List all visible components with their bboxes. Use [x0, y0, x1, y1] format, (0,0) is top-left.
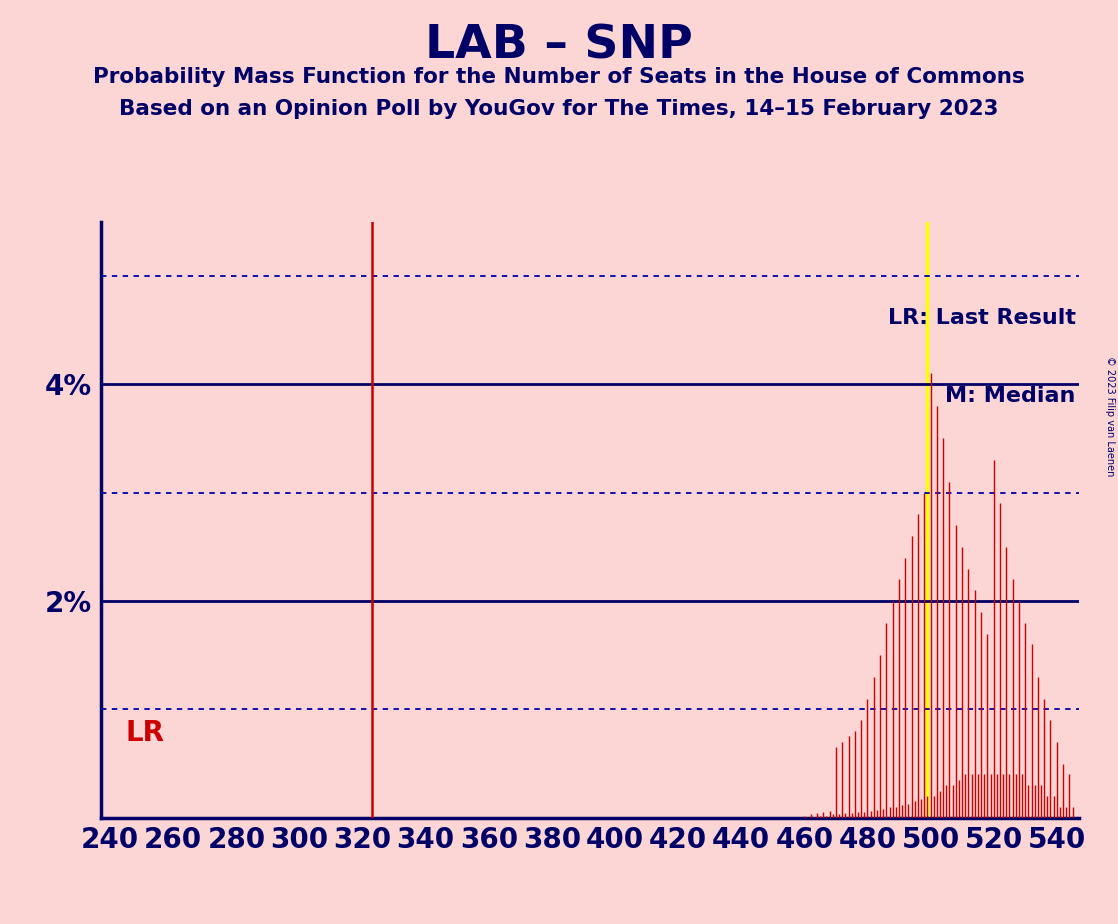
Text: Probability Mass Function for the Number of Seats in the House of Commons: Probability Mass Function for the Number…: [93, 67, 1025, 87]
Text: LAB – SNP: LAB – SNP: [425, 23, 693, 68]
Text: M: Median: M: Median: [946, 385, 1076, 406]
Text: Based on an Opinion Poll by YouGov for The Times, 14–15 February 2023: Based on an Opinion Poll by YouGov for T…: [120, 99, 998, 119]
Text: LR: LR: [126, 720, 164, 748]
Text: © 2023 Filip van Laenen: © 2023 Filip van Laenen: [1106, 356, 1115, 476]
Text: LR: Last Result: LR: Last Result: [888, 309, 1076, 328]
